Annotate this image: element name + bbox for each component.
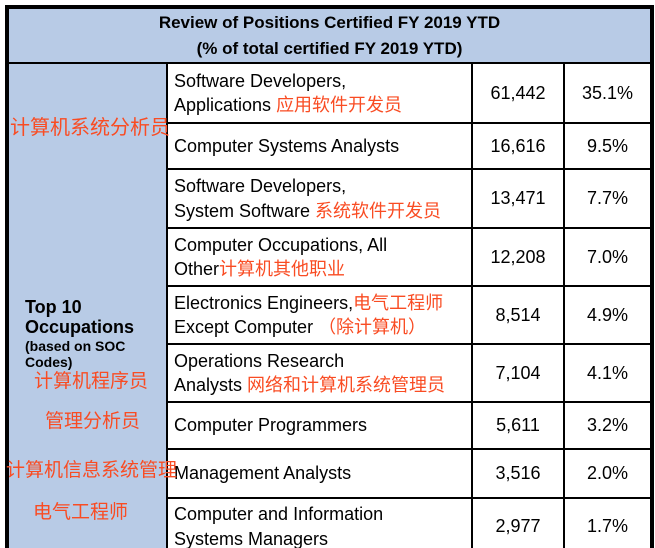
count-cell: 61,442 [471,62,565,124]
left-annotation-zh: 管理分析员 [45,411,141,432]
table-title-line2: (% of total certified FY 2019 YTD) [196,38,463,58]
table-row: Computer and Information Systems Manager… [7,497,653,548]
occupation-name: Operations Research [174,350,345,371]
percent-cell: 7.7% [563,168,653,229]
left-annotation-zh: 计算机系统分析员 [10,117,170,139]
occupation-name: Computer Programmers [174,415,368,436]
title-row: Review of Positions Certified FY 2019 YT… [6,6,653,64]
percent-cell: 35.1% [563,62,653,124]
occupation-name: Computer Systems Analysts [174,135,400,156]
occupation-name: Software Developers, [174,70,347,91]
occupation-annotation-zh: 应用软件开发员 [276,95,403,115]
table-title: Review of Positions Certified FY 2019 YT… [6,6,653,64]
percent-cell: 4.9% [563,285,653,345]
occupation-annotation-zh: 计算机其他职业 [219,259,346,279]
occupation-name: Electronics Engineers, [174,292,354,313]
percent-cell: 3.2% [563,401,653,450]
count-cell: 16,616 [471,122,565,170]
count-cell: 3,516 [471,448,565,499]
certified-positions-table: Review of Positions Certified FY 2019 YT… [5,5,654,548]
occupation-name: Analysts [174,375,248,395]
table-row: Computer Occupations, All Other计算机其他职业 1… [7,227,653,287]
left-annotation-zh: 计算机程序员 [34,371,149,392]
table-row: Electronics Engineers,电气工程师 Except Compu… [7,285,653,345]
occupation-annotation-zh: 电气工程师 [353,292,444,313]
occupation-name: Computer and Information [174,504,384,525]
count-cell: 2,977 [471,497,565,548]
left-annotation-zh: 计算机信息系统管理 [6,460,178,481]
occupation-cell: Computer and Information Systems Manager… [166,497,473,548]
count-cell: 7,104 [471,343,565,403]
occupation-name: Except Computer [174,317,319,337]
percent-cell: 2.0% [563,448,653,499]
table-row: Computer Programmers 5,611 3.2% [7,401,653,450]
percent-cell: 7.0% [563,227,653,287]
occupation-name: Systems Managers [174,528,329,548]
occupation-cell: Software Developers, System Software 系统软… [166,168,473,229]
percent-cell: 1.7% [563,497,653,548]
top10-label: Top 10 Occupations (based on SOC Codes) [25,296,135,371]
occupation-cell: Computer Systems Analysts [166,122,473,170]
occupation-name: Software Developers, [174,176,347,197]
count-cell: 13,471 [471,168,565,229]
count-cell: 12,208 [471,227,565,287]
occupation-name: Other [174,259,220,279]
percent-cell: 9.5% [563,122,653,170]
occupation-name: System Software [174,200,316,221]
occupation-annotation-zh: 系统软件开发员 [315,200,442,221]
table-row: Computer Systems Analysts 16,616 9.5% [7,122,653,170]
table-row: Software Developers, System Software 系统软… [7,168,653,229]
percent-cell: 4.1% [563,343,653,403]
occupation-cell: Computer Occupations, All Other计算机其他职业 [166,227,473,287]
occupation-name: Management Analysts [174,463,352,484]
occupation-cell: Electronics Engineers,电气工程师 Except Compu… [166,285,473,345]
left-annotation-zh: 电气工程师 [33,502,129,523]
table-row: Management Analysts 3,516 2.0% [7,448,653,499]
table-title-line1: Review of Positions Certified FY 2019 YT… [158,13,501,32]
table-row: Top 10 Occupations (based on SOC Codes) … [6,62,653,548]
occupation-name: Applications [174,95,277,115]
count-cell: 8,514 [471,285,565,345]
occupation-cell: Software Developers, Applications 应用软件开发… [166,62,473,124]
occupation-cell: Management Analysts [166,448,473,499]
count-cell: 5,611 [471,401,565,450]
occupation-cell: Operations Research Analysts 网络和计算机系统管理员 [166,343,473,403]
occupation-annotation-zh: （除计算机） [318,317,427,337]
occupation-annotation-zh: 网络和计算机系统管理员 [247,375,446,395]
occupation-name: Computer Occupations, All [174,234,388,255]
occupation-cell: Computer Programmers [166,401,473,450]
table-row: Operations Research Analysts 网络和计算机系统管理员… [7,343,653,403]
row-header-top10-occupations: Top 10 Occupations (based on SOC Codes) [6,62,168,548]
